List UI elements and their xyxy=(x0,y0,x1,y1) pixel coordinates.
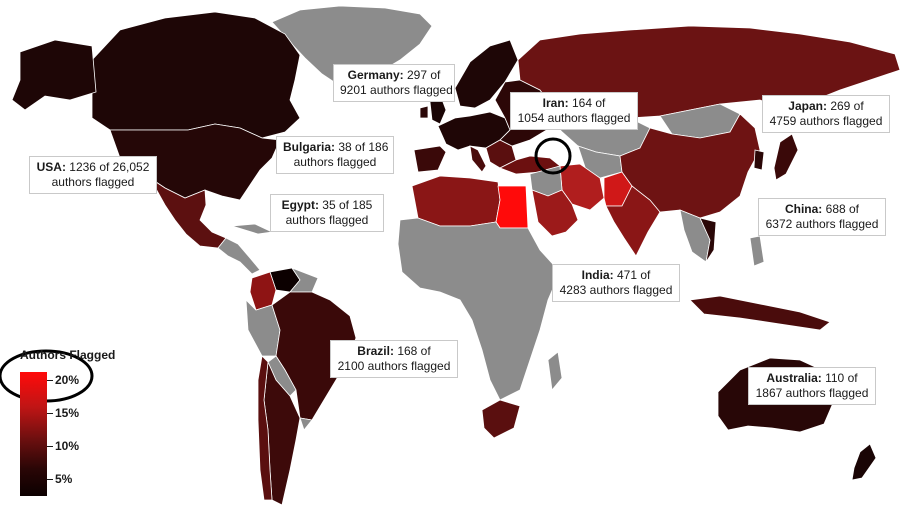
southeast-asia xyxy=(679,209,711,263)
chile xyxy=(257,355,273,501)
callout-usa-country: USA: xyxy=(36,160,66,174)
legend-title: Authors Flagged xyxy=(20,348,116,362)
callout-bulgaria-line2: authors flagged xyxy=(293,155,377,169)
callout-egypt-country: Egypt: xyxy=(281,198,319,212)
callout-australia: Australia: 110 of 1867 authors flagged xyxy=(748,367,876,405)
scandinavia xyxy=(454,39,519,109)
callout-egypt-line2: authors flagged xyxy=(285,213,369,227)
saudi-arabia xyxy=(531,189,579,237)
legend-tick-20 xyxy=(47,380,53,381)
vietnam xyxy=(699,217,717,263)
legend-label-5: 5% xyxy=(55,472,73,486)
callout-bulgaria-country: Bulgaria: xyxy=(283,140,336,154)
legend-label-10: 10% xyxy=(55,439,80,453)
india xyxy=(605,185,661,257)
callout-australia-country: Australia: xyxy=(766,371,822,385)
callout-germany-country: Germany: xyxy=(347,68,404,82)
callout-iran-country: Iran: xyxy=(542,96,569,110)
callout-japan: Japan: 269 of 4759 authors flagged xyxy=(762,95,890,133)
bulgaria-highlight-circle xyxy=(534,137,572,175)
japan xyxy=(773,133,799,181)
callout-india-line2: 4283 authors flagged xyxy=(559,283,673,297)
central-america xyxy=(217,237,261,275)
greenland xyxy=(271,5,433,87)
callout-usa-line2: authors flagged xyxy=(51,175,135,189)
korea xyxy=(753,149,765,171)
new-zealand xyxy=(851,443,877,481)
egypt xyxy=(495,185,529,229)
callout-japan-line1: 269 of xyxy=(826,99,864,113)
legend-tick-15 xyxy=(47,413,53,414)
north-africa xyxy=(411,175,501,227)
south-africa xyxy=(481,399,521,439)
legend-tick-5 xyxy=(47,479,53,480)
madagascar xyxy=(547,351,563,391)
callout-egypt: Egypt: 35 of 185 authors flagged xyxy=(270,194,384,232)
canada xyxy=(91,11,301,139)
callout-japan-line2: 4759 authors flagged xyxy=(769,114,883,128)
callout-china-line1: 688 of xyxy=(822,202,860,216)
callout-germany-line1: 297 of xyxy=(403,68,441,82)
italy xyxy=(469,145,487,173)
legend-label-20: 20% xyxy=(55,373,80,387)
sub-saharan-africa xyxy=(397,217,561,401)
callout-egypt-line1: 35 of 185 xyxy=(318,198,373,212)
callout-australia-line1: 110 of xyxy=(821,371,858,385)
callout-bulgaria: Bulgaria: 38 of 186 authors flagged xyxy=(276,136,394,174)
callout-usa-line1: 1236 of 26,052 xyxy=(65,160,150,174)
philippines xyxy=(749,235,765,267)
callout-usa: USA: 1236 of 26,052 authors flagged xyxy=(29,156,157,194)
legend-label-15: 15% xyxy=(55,406,80,420)
legend-color-bar xyxy=(20,372,47,496)
callout-brazil-line2: 2100 authors flagged xyxy=(337,359,451,373)
china xyxy=(619,113,761,219)
ireland xyxy=(419,105,429,119)
callout-india: India: 471 of 4283 authors flagged xyxy=(552,264,680,302)
callout-germany-line2: 9201 authors flagged xyxy=(340,83,453,97)
callout-brazil: Brazil: 168 of 2100 authors flagged xyxy=(330,340,458,378)
legend-tick-10 xyxy=(47,446,53,447)
callout-china: China: 688 of 6372 authors flagged xyxy=(758,198,886,236)
callout-india-line1: 471 of xyxy=(613,268,651,282)
uruguay xyxy=(299,417,313,431)
indonesia xyxy=(689,295,831,331)
iberia xyxy=(413,145,447,173)
callout-iran-line1: 164 of xyxy=(568,96,606,110)
callout-iran: Iran: 164 of 1054 authors flagged xyxy=(510,92,638,130)
callout-brazil-line1: 168 of xyxy=(393,344,431,358)
callout-china-line2: 6372 authors flagged xyxy=(765,217,879,231)
callout-china-country: China: xyxy=(784,202,823,216)
cuba xyxy=(231,223,274,235)
mexico xyxy=(149,177,227,249)
callout-bulgaria-line1: 38 of 186 xyxy=(335,140,389,154)
alaska xyxy=(11,39,97,111)
callout-india-country: India: xyxy=(581,268,614,282)
callout-iran-line2: 1054 authors flagged xyxy=(517,111,631,125)
colombia xyxy=(249,271,277,311)
callout-japan-country: Japan: xyxy=(788,99,827,113)
callout-australia-line2: 1867 authors flagged xyxy=(755,386,869,400)
callout-brazil-country: Brazil: xyxy=(357,344,394,358)
callout-germany: Germany: 297 of 9201 authors flagged xyxy=(333,64,455,102)
